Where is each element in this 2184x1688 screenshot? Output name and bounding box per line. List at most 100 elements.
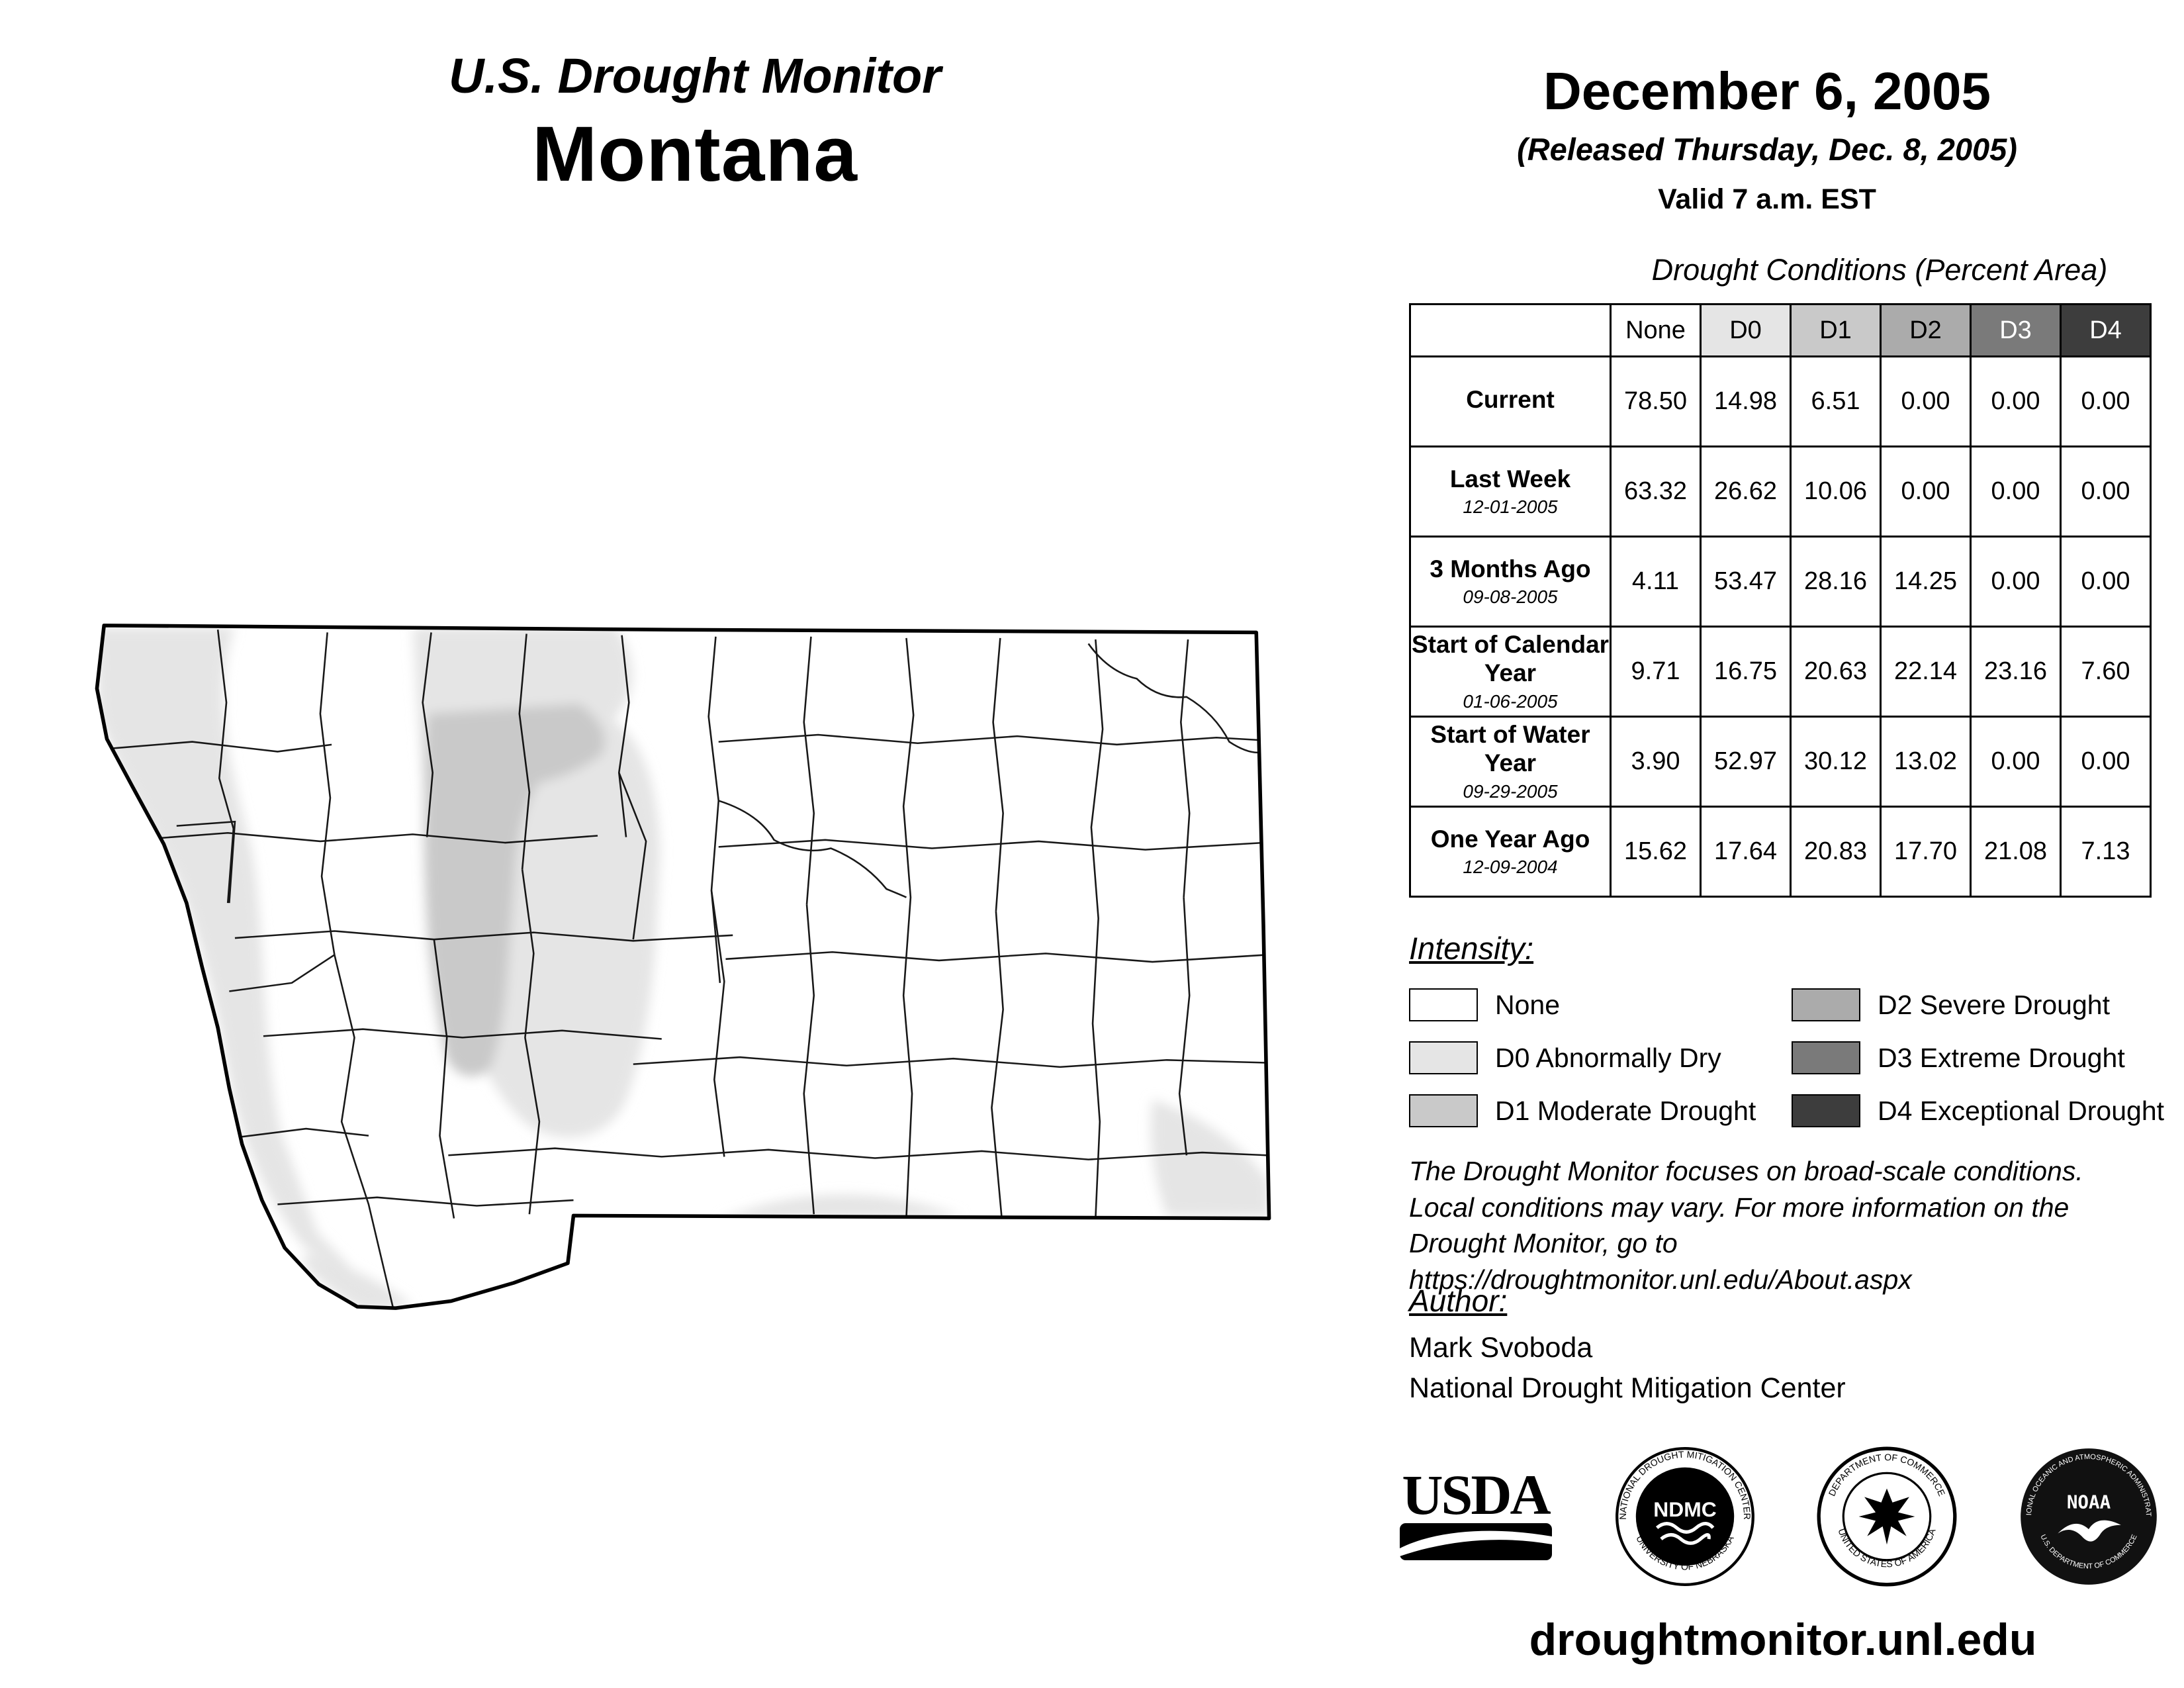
- legend-item: None: [1409, 978, 1792, 1031]
- table-cell: 20.83: [1790, 806, 1882, 898]
- table-cell: 3 Months Ago 09-08-2005: [1409, 536, 1612, 628]
- legend-item: D0 Abnormally Dry: [1409, 1031, 1792, 1084]
- table-cell: 17.64: [1700, 806, 1792, 898]
- table-cell: 16.75: [1700, 626, 1792, 718]
- disclaimer-line: Drought Monitor, go to https://droughtmo…: [1409, 1228, 1912, 1295]
- table-cell: 7.60: [2060, 626, 2152, 718]
- table-row: One Year Ago 12-09-2004 15.62 17.64 20.8…: [1409, 806, 2152, 898]
- table-cell: 78.50: [1610, 355, 1702, 447]
- row-label: Last Week: [1449, 465, 1571, 492]
- table-cell: 4.11: [1610, 536, 1702, 628]
- montana-drought-map: [93, 616, 1330, 1331]
- legend-label: D0 Abnormally Dry: [1495, 1042, 1721, 1073]
- legend-label: D2 Severe Drought: [1878, 989, 2110, 1020]
- legend-item: D4 Exceptional Drought: [1792, 1084, 2164, 1137]
- table-cell: 63.32: [1610, 445, 1702, 538]
- table-cell: 22.14: [1880, 626, 1972, 718]
- legend-item: D1 Moderate Drought: [1409, 1084, 1792, 1137]
- author-org: National Drought Mitigation Center: [1409, 1372, 1846, 1404]
- column-header-d4: D4: [2060, 303, 2152, 357]
- legend-item: D3 Extreme Drought: [1792, 1031, 2164, 1084]
- intensity-legend: None D0 Abnormally Dry D1 Moderate Droug…: [1409, 978, 2164, 1137]
- noaa-gull-icon: [2058, 1520, 2121, 1542]
- ndmc-wave-icon: [1660, 1533, 1711, 1545]
- disclaimer: The Drought Monitor focuses on broad-sca…: [1409, 1153, 2184, 1297]
- column-header-d3: D3: [1970, 303, 2062, 357]
- author-block: Author: Mark Svoboda National Drought Mi…: [1409, 1283, 1846, 1405]
- table-cell: 0.00: [1970, 445, 2062, 538]
- table-cell: 14.98: [1700, 355, 1792, 447]
- report-title: U.S. Drought Monitor: [449, 48, 941, 103]
- table-cell: 0.00: [2060, 445, 2152, 538]
- column-header-d0: D0: [1700, 303, 1792, 357]
- table-row: Start of Calendar Year 01-06-2005 9.71 1…: [1409, 626, 2152, 718]
- row-label: Start of Calendar Year: [1411, 631, 1610, 686]
- author-name: Mark Svoboda: [1409, 1332, 1593, 1364]
- logo-row: USDA NATIONAL DROUGHT MITIGATION CENTER …: [1398, 1446, 2159, 1587]
- ndmc-wave-icon: [1655, 1522, 1715, 1534]
- table-cell: One Year Ago 12-09-2004: [1409, 806, 1612, 898]
- disclaimer-line: Local conditions may vary. For more info…: [1409, 1192, 2070, 1223]
- row-date: 12-09-2004: [1463, 857, 1558, 878]
- table-cell: 0.00: [2060, 355, 2152, 447]
- drought-conditions-table: None D0 D1 D2 D3 D4 Current 78.50 14.98 …: [1409, 303, 2152, 898]
- row-label: Start of Water Year: [1430, 721, 1590, 776]
- legend-item: D2 Severe Drought: [1792, 978, 2164, 1031]
- table-cell: Start of Water Year 09-29-2005: [1409, 716, 1612, 808]
- release-date: (Released Thursday, Dec. 8, 2005): [1517, 132, 2017, 167]
- table-cell: 21.08: [1970, 806, 2062, 898]
- column-header-none: None: [1610, 303, 1702, 357]
- author-title: Author:: [1409, 1284, 1508, 1318]
- table-cell: 0.00: [1970, 716, 2062, 808]
- row-date: 09-29-2005: [1463, 780, 1558, 802]
- table-corner: [1409, 303, 1612, 357]
- row-date: 12-01-2005: [1463, 496, 1558, 518]
- report-date: December 6, 2005: [1543, 62, 1991, 120]
- row-label: One Year Ago: [1430, 825, 1590, 853]
- table-cell: Start of Calendar Year 01-06-2005: [1409, 626, 1612, 718]
- commerce-eagle-icon: [1858, 1488, 1915, 1545]
- state-fill: [97, 625, 1269, 1309]
- table-cell: Current: [1409, 355, 1612, 447]
- legend-label: D4 Exceptional Drought: [1878, 1095, 2165, 1126]
- row-label: 3 Months Ago: [1430, 555, 1591, 583]
- table-cell: 23.16: [1970, 626, 2062, 718]
- table-cell: 9.71: [1610, 626, 1702, 718]
- table-cell: Last Week 12-01-2005: [1409, 445, 1612, 538]
- legend-swatch-d2: [1792, 988, 1860, 1021]
- legend-swatch-d4: [1792, 1094, 1860, 1127]
- montana-map-svg: [95, 624, 1271, 1310]
- table-cell: 7.13: [2060, 806, 2152, 898]
- noaa-logo-text: NOAA: [2067, 1491, 2111, 1513]
- noaa-logo: NATIONAL OCEANIC AND ATMOSPHERIC ADMINIS…: [2019, 1446, 2157, 1585]
- table-cell: 0.00: [1970, 355, 2062, 447]
- commerce-logo: DEPARTMENT OF COMMERCE UNITED STATES OF …: [1817, 1446, 1957, 1587]
- table-row: 3 Months Ago 09-08-2005 4.11 53.47 28.16…: [1409, 536, 2152, 628]
- row-date: 01-06-2005: [1463, 690, 1558, 712]
- legend-label: D3 Extreme Drought: [1878, 1042, 2125, 1073]
- table-cell: 17.70: [1880, 806, 1972, 898]
- county-borders: [107, 630, 1268, 1307]
- title-block: U.S. Drought Monitor Montana: [165, 48, 1224, 199]
- table-cell: 3.90: [1610, 716, 1702, 808]
- table-cell: 20.63: [1790, 626, 1882, 718]
- legend-label: D1 Moderate Drought: [1495, 1095, 1756, 1126]
- row-date: 09-08-2005: [1463, 586, 1558, 608]
- footer-url: droughtmonitor.unl.edu: [1529, 1615, 2037, 1665]
- table-cell: 0.00: [1880, 355, 1972, 447]
- table-cell: 0.00: [1970, 536, 2062, 628]
- legend-swatch-d1: [1409, 1094, 1478, 1127]
- legend-label: None: [1495, 989, 1561, 1020]
- usda-logo-text: USDA: [1402, 1462, 1551, 1526]
- table-cell: 10.06: [1790, 445, 1882, 538]
- usda-logo: USDA: [1398, 1462, 1553, 1566]
- table-row: Current 78.50 14.98 6.51 0.00 0.00 0.00: [1409, 355, 2152, 447]
- legend-swatch-none: [1409, 988, 1478, 1021]
- column-header-d2: D2: [1880, 303, 1972, 357]
- table-cell: 15.62: [1610, 806, 1702, 898]
- state-outline: [95, 624, 1271, 1310]
- table-cell: 52.97: [1700, 716, 1792, 808]
- table-cell: 0.00: [1880, 445, 1972, 538]
- legend-title: Intensity:: [1409, 931, 1534, 966]
- legend-swatch-d0: [1409, 1041, 1478, 1074]
